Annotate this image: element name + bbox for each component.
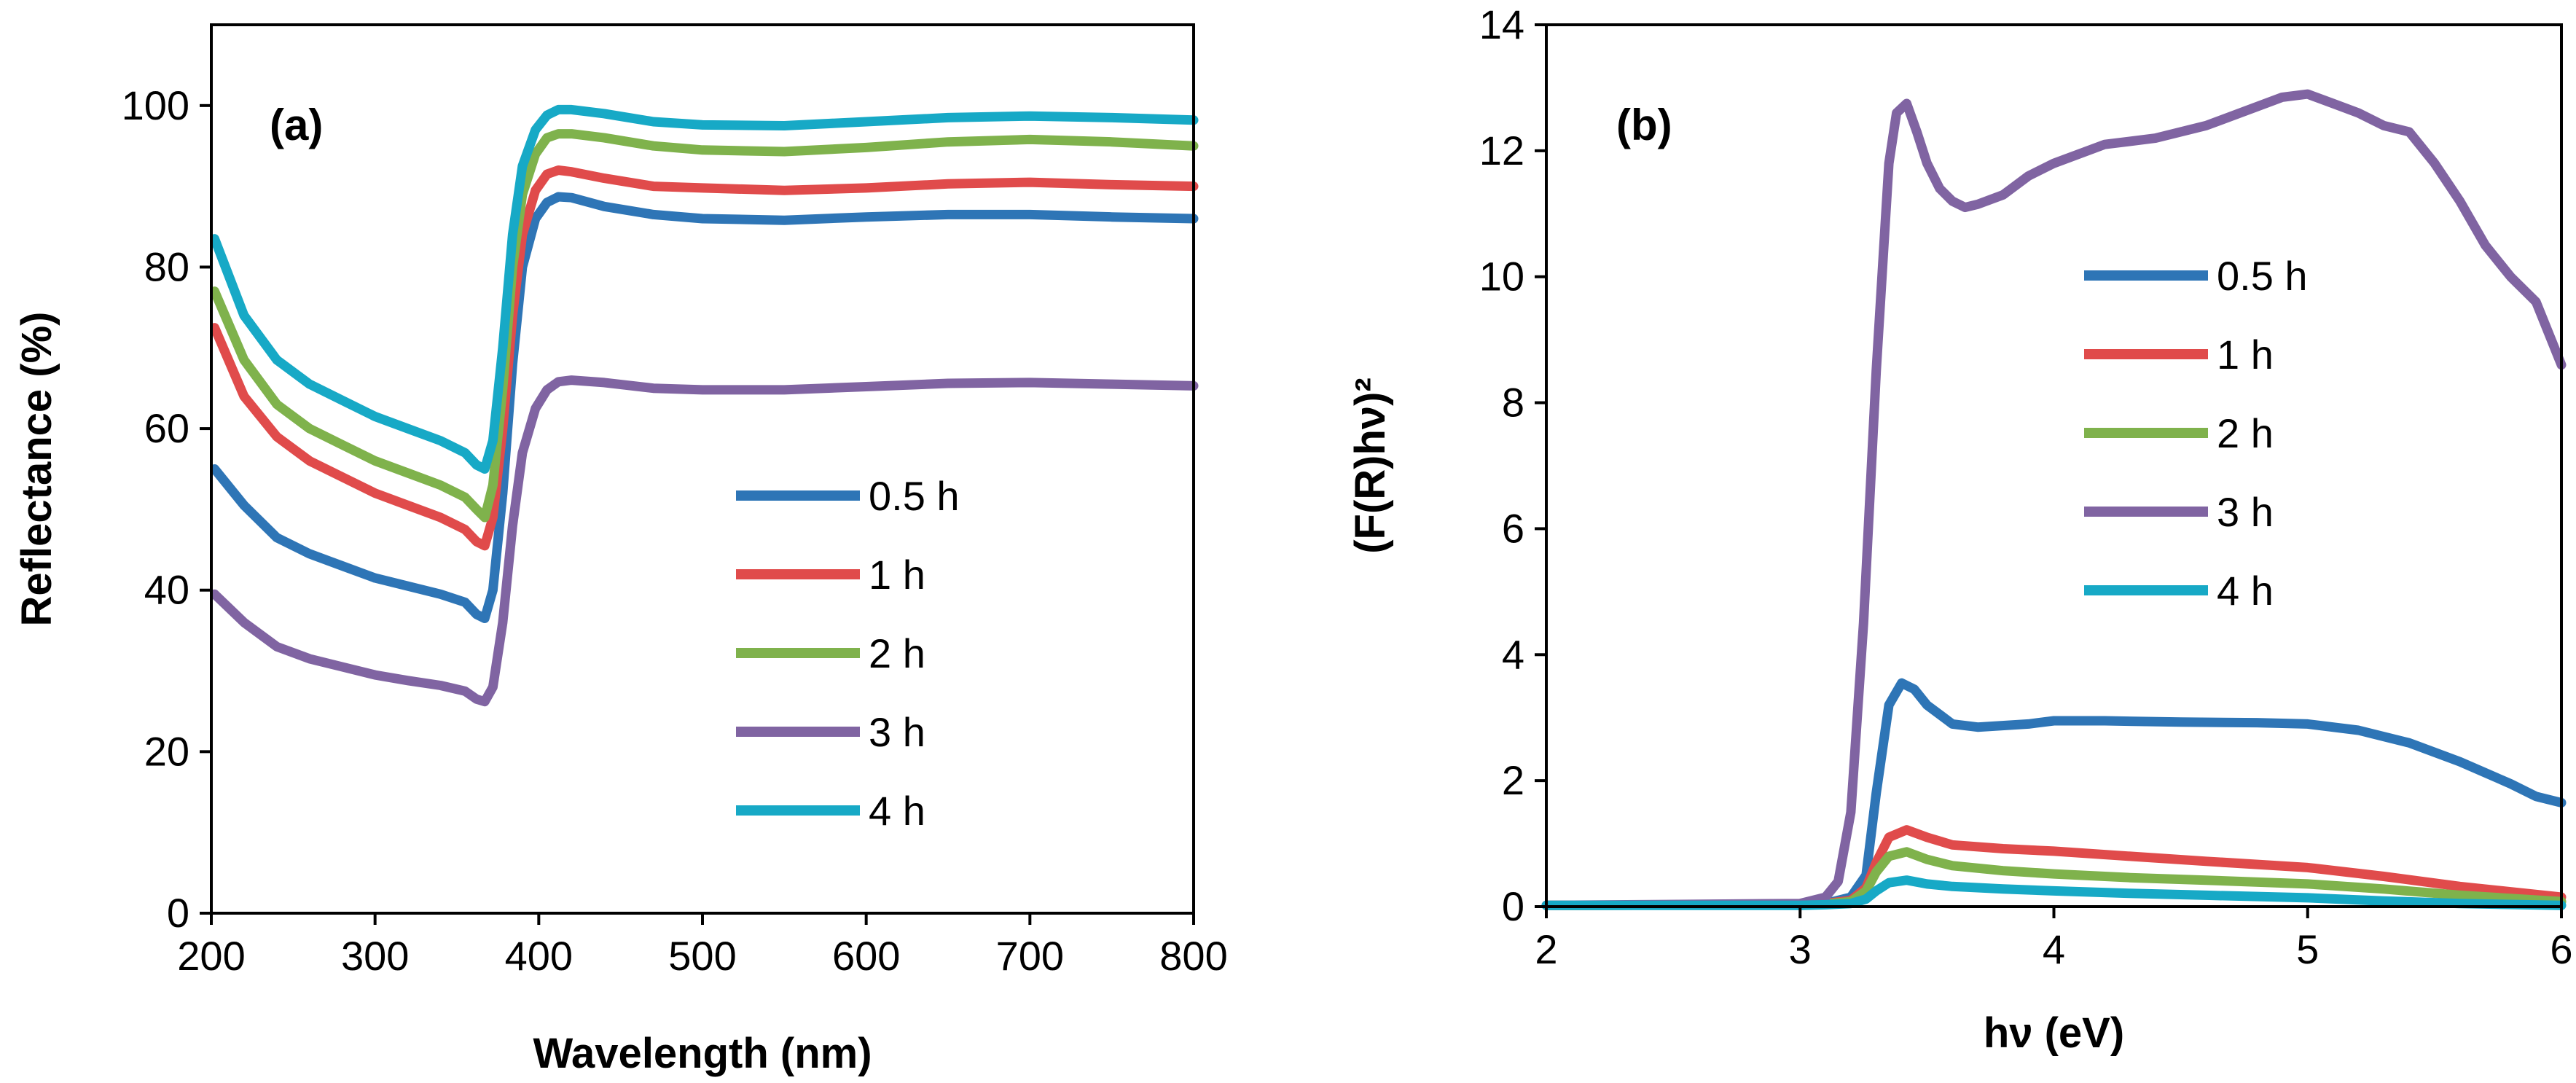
panel-a-x-axis-title: Wavelength (nm) — [533, 1030, 872, 1077]
panel-b-y-tick-label: 12 — [1479, 128, 1524, 173]
panel-b-y-tick-label: 4 — [1502, 631, 1524, 677]
panel-a-y-tick-label: 100 — [122, 82, 189, 128]
panel-b-series — [1541, 89, 2567, 910]
panel-b-y-tick-label: 2 — [1502, 757, 1524, 803]
panel-b-x-tick-label: 5 — [2296, 926, 2319, 972]
panel-a-label: (a) — [270, 101, 323, 149]
panel-a-y-tick-label: 0 — [167, 890, 189, 936]
panel-b-legend-label: 2 h — [2217, 410, 2274, 456]
panel-b-y-tick-label: 8 — [1502, 380, 1524, 426]
panel-a-series-line-3-h — [210, 375, 1199, 707]
panel-a-x-tick-label: 800 — [1159, 933, 1227, 979]
panel-b-legend-label: 4 h — [2217, 568, 2274, 614]
panel-a-y-axis-title: Reflectance (%) — [13, 312, 60, 627]
panel-b-x-tick-label: 2 — [1535, 926, 1557, 972]
panel-b-x-axis-title: hν (eV) — [1984, 1009, 2124, 1057]
panel-a-reflectance-chart: 200 300 400 500 600 700 800 0 20 40 60 80 100 (a) Wa… — [13, 23, 1228, 1077]
panel-b-label: (b) — [1616, 101, 1672, 149]
panel-b-legend-label: 3 h — [2217, 489, 2274, 535]
panel-b-series-line-3-h — [1541, 89, 2567, 910]
panel-a-y-tick-label: 40 — [144, 567, 189, 613]
panel-a-y-tick-label: 60 — [144, 405, 189, 451]
panel-b-legend-label: 1 h — [2217, 332, 2274, 378]
panel-a-x-tick-label: 600 — [832, 933, 900, 979]
panel-a-series-line-1-h — [210, 165, 1199, 551]
panel-b-y-tick-label: 0 — [1502, 883, 1524, 929]
panel-a-y-tick-label: 20 — [144, 728, 189, 774]
panel-b-series-line-4-h — [1541, 875, 2567, 910]
panel-a-plot-frame — [210, 23, 1195, 915]
panel-a-legend-label: 0.5 h — [869, 473, 960, 519]
panel-a-ticks: 200 300 400 500 600 700 800 0 20 40 60 80 100 — [122, 82, 1228, 979]
panel-b-x-tick-label: 3 — [1789, 926, 1812, 972]
panel-a-x-tick-label: 400 — [505, 933, 573, 979]
panel-b-x-tick-label: 4 — [2043, 926, 2065, 972]
panel-a-legend: 0.5 h 1 h 2 h 3 h 4 h — [736, 473, 960, 834]
panel-a-series — [210, 104, 1199, 707]
panel-b-y-tick-label: 6 — [1502, 505, 1524, 551]
panel-a-x-tick-label: 300 — [341, 933, 409, 979]
panel-a-x-tick-label: 700 — [996, 933, 1064, 979]
panel-b-legend: 0.5 h 1 h 2 h 3 h 4 h — [2084, 253, 2308, 614]
panel-b-y-tick-label: 10 — [1479, 254, 1524, 300]
panel-a-legend-label: 4 h — [869, 788, 925, 834]
panel-b-y-axis-title: (F(R)hν)² — [1347, 378, 1394, 554]
panel-b-series-line-0-5-h — [1541, 678, 2567, 910]
panel-a-legend-label: 3 h — [869, 709, 925, 755]
panel-b-y-tick-label: 14 — [1479, 1, 1524, 47]
panel-a-x-tick-label: 200 — [177, 933, 245, 979]
panel-a-x-tick-label: 500 — [668, 933, 736, 979]
panel-b-x-tick-label: 6 — [2550, 926, 2572, 972]
panel-a-series-line-4-h — [210, 104, 1199, 474]
panel-a-y-tick-label: 80 — [144, 243, 189, 289]
panel-b-plot-frame — [1545, 23, 2563, 908]
panel-a-legend-label: 2 h — [869, 630, 925, 676]
panel-a-legend-label: 1 h — [869, 552, 925, 598]
panel-b-legend-label: 0.5 h — [2217, 253, 2308, 299]
panel-a-series-line-0-5-h — [210, 192, 1199, 623]
